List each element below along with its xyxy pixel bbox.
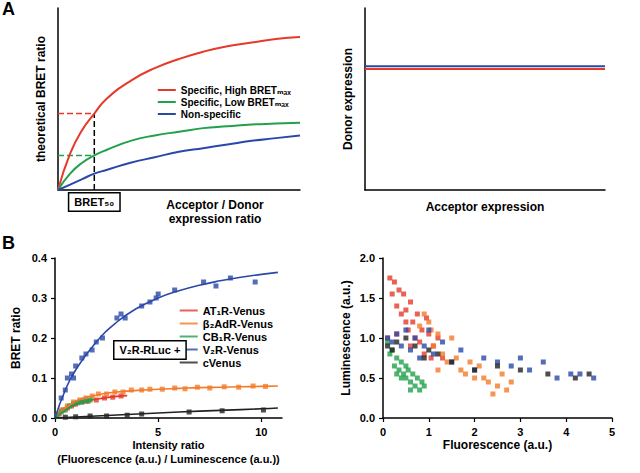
svg-text:Specific, Low BRETₘₐₓ: Specific, Low BRETₘₐₓ: [181, 97, 289, 108]
svg-text:theoretical BRET ratio: theoretical BRET ratio: [34, 36, 48, 162]
svg-text:2.0: 2.0: [360, 252, 375, 264]
svg-text:Luminescence (a.u.): Luminescence (a.u.): [339, 280, 353, 395]
svg-text:Acceptor expression: Acceptor expression: [426, 200, 545, 214]
svg-text:Acceptor / Donor: Acceptor / Donor: [166, 198, 264, 212]
svg-text:β₂AdR-Venus: β₂AdR-Venus: [203, 318, 273, 330]
svg-text:0: 0: [380, 426, 386, 438]
svg-text:Fluorescence (a.u.): Fluorescence (a.u.): [443, 438, 552, 452]
svg-text:10: 10: [255, 426, 267, 438]
svg-text:0: 0: [52, 426, 58, 438]
svg-text:Donor expression: Donor expression: [341, 48, 355, 150]
svg-text:1: 1: [426, 426, 432, 438]
svg-text:B: B: [2, 233, 15, 253]
svg-text:0.0: 0.0: [32, 412, 47, 424]
svg-text:4: 4: [563, 426, 570, 438]
svg-text:2: 2: [472, 426, 478, 438]
svg-text:0.5: 0.5: [360, 372, 375, 384]
svg-text:0.0: 0.0: [360, 412, 375, 424]
svg-text:BRET ratio: BRET ratio: [9, 307, 23, 369]
svg-text:expression ratio: expression ratio: [169, 212, 262, 226]
svg-text:(Fluorescence (a.u.) / Lumines: (Fluorescence (a.u.) / Luminescence (a.u…: [57, 453, 280, 465]
svg-text:5: 5: [155, 426, 161, 438]
svg-text:0.4: 0.4: [32, 252, 48, 264]
svg-text:1.0: 1.0: [360, 332, 375, 344]
svg-text:3: 3: [517, 426, 523, 438]
svg-text:Intensity ratio: Intensity ratio: [132, 439, 204, 451]
svg-text:0.3: 0.3: [32, 292, 47, 304]
svg-text:1.5: 1.5: [360, 292, 375, 304]
svg-text:BRET₅₀: BRET₅₀: [74, 196, 114, 208]
svg-text:V₂R-Venus: V₂R-Venus: [203, 344, 259, 356]
svg-text:Non-specific: Non-specific: [181, 109, 241, 120]
svg-text:CB₁R-Venus: CB₁R-Venus: [203, 331, 267, 343]
svg-text:0.1: 0.1: [32, 372, 47, 384]
svg-text:AT₁R-Venus: AT₁R-Venus: [203, 305, 265, 317]
svg-text:0.2: 0.2: [32, 332, 47, 344]
svg-text:cVenus: cVenus: [203, 357, 242, 369]
svg-text:V₂R-RLuc +: V₂R-RLuc +: [120, 344, 181, 356]
svg-text:A: A: [2, 0, 15, 19]
svg-text:5: 5: [609, 426, 615, 438]
svg-text:Specific, High BRETₘₐₓ: Specific, High BRETₘₐₓ: [181, 85, 292, 96]
